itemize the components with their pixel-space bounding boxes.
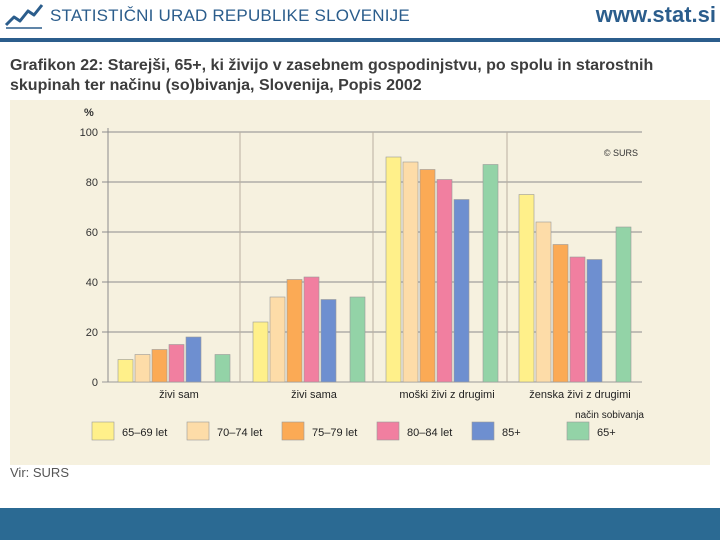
x-category-label: moški živi z drugimi bbox=[399, 389, 494, 401]
legend-swatch bbox=[281, 421, 305, 441]
legend-label: 75–79 let bbox=[312, 427, 357, 439]
copyright-note: © SURS bbox=[604, 148, 638, 158]
bar bbox=[586, 259, 603, 383]
bar bbox=[214, 354, 231, 383]
bar bbox=[286, 279, 303, 383]
legend-label: 70–74 let bbox=[217, 427, 262, 439]
bar bbox=[436, 179, 453, 383]
bar bbox=[552, 244, 569, 383]
source-note: Vir: SURS bbox=[10, 465, 69, 480]
y-axis-label: % bbox=[84, 107, 94, 119]
legend-swatch bbox=[566, 421, 590, 441]
bar bbox=[303, 276, 320, 383]
bar bbox=[518, 194, 535, 383]
legend-swatch bbox=[91, 421, 115, 441]
bar bbox=[151, 349, 168, 383]
legend-swatch bbox=[376, 421, 400, 441]
x-category-label: živi sama bbox=[291, 389, 338, 401]
bar bbox=[269, 296, 286, 383]
y-tick-label: 100 bbox=[80, 127, 98, 139]
legend-label: 85+ bbox=[502, 427, 521, 439]
bar bbox=[535, 221, 552, 383]
bar bbox=[252, 321, 269, 383]
surs-logo-icon bbox=[4, 4, 44, 29]
bar bbox=[185, 336, 202, 383]
bar bbox=[168, 344, 185, 383]
bar bbox=[402, 161, 419, 383]
bar bbox=[482, 164, 499, 383]
x-category-label: ženska živi z drugimi bbox=[529, 389, 630, 401]
y-tick-label: 0 bbox=[92, 377, 98, 389]
legend-swatch bbox=[471, 421, 495, 441]
bar bbox=[320, 299, 337, 383]
org-name: STATISTIČNI URAD REPUBLIKE SLOVENIJE bbox=[50, 6, 410, 25]
x-axis-label: način sobivanja bbox=[575, 410, 644, 421]
header: STATISTIČNI URAD REPUBLIKE SLOVENIJE www… bbox=[0, 0, 720, 42]
chart-title: Grafikon 22: Starejši, 65+, ki živijo v … bbox=[10, 57, 654, 94]
footer-bar bbox=[0, 508, 720, 540]
legend-swatch bbox=[186, 421, 210, 441]
bar bbox=[569, 256, 586, 383]
y-tick-label: 60 bbox=[86, 227, 98, 239]
legend-label: 65–69 let bbox=[122, 427, 167, 439]
legend-label: 80–84 let bbox=[407, 427, 452, 439]
y-tick-label: 20 bbox=[86, 327, 98, 339]
header-rule bbox=[0, 38, 720, 42]
bar bbox=[134, 354, 151, 383]
y-tick-label: 40 bbox=[86, 277, 98, 289]
bar bbox=[117, 359, 134, 383]
bar bbox=[385, 156, 402, 383]
bar-chart: 0 20 40 60 80 100% © SURS živi sam živi sama mošk… bbox=[80, 107, 644, 441]
website-link[interactable]: www.stat.si bbox=[595, 2, 716, 27]
legend-label: 65+ bbox=[597, 427, 616, 439]
chart-panel: 0 20 40 60 80 100% © SURS živi sam živi sama mošk… bbox=[10, 100, 710, 465]
bar bbox=[419, 169, 436, 383]
x-category-label: živi sam bbox=[159, 389, 199, 401]
y-tick-label: 80 bbox=[86, 177, 98, 189]
bar bbox=[615, 226, 632, 383]
bar bbox=[349, 296, 366, 383]
bar bbox=[453, 199, 470, 383]
